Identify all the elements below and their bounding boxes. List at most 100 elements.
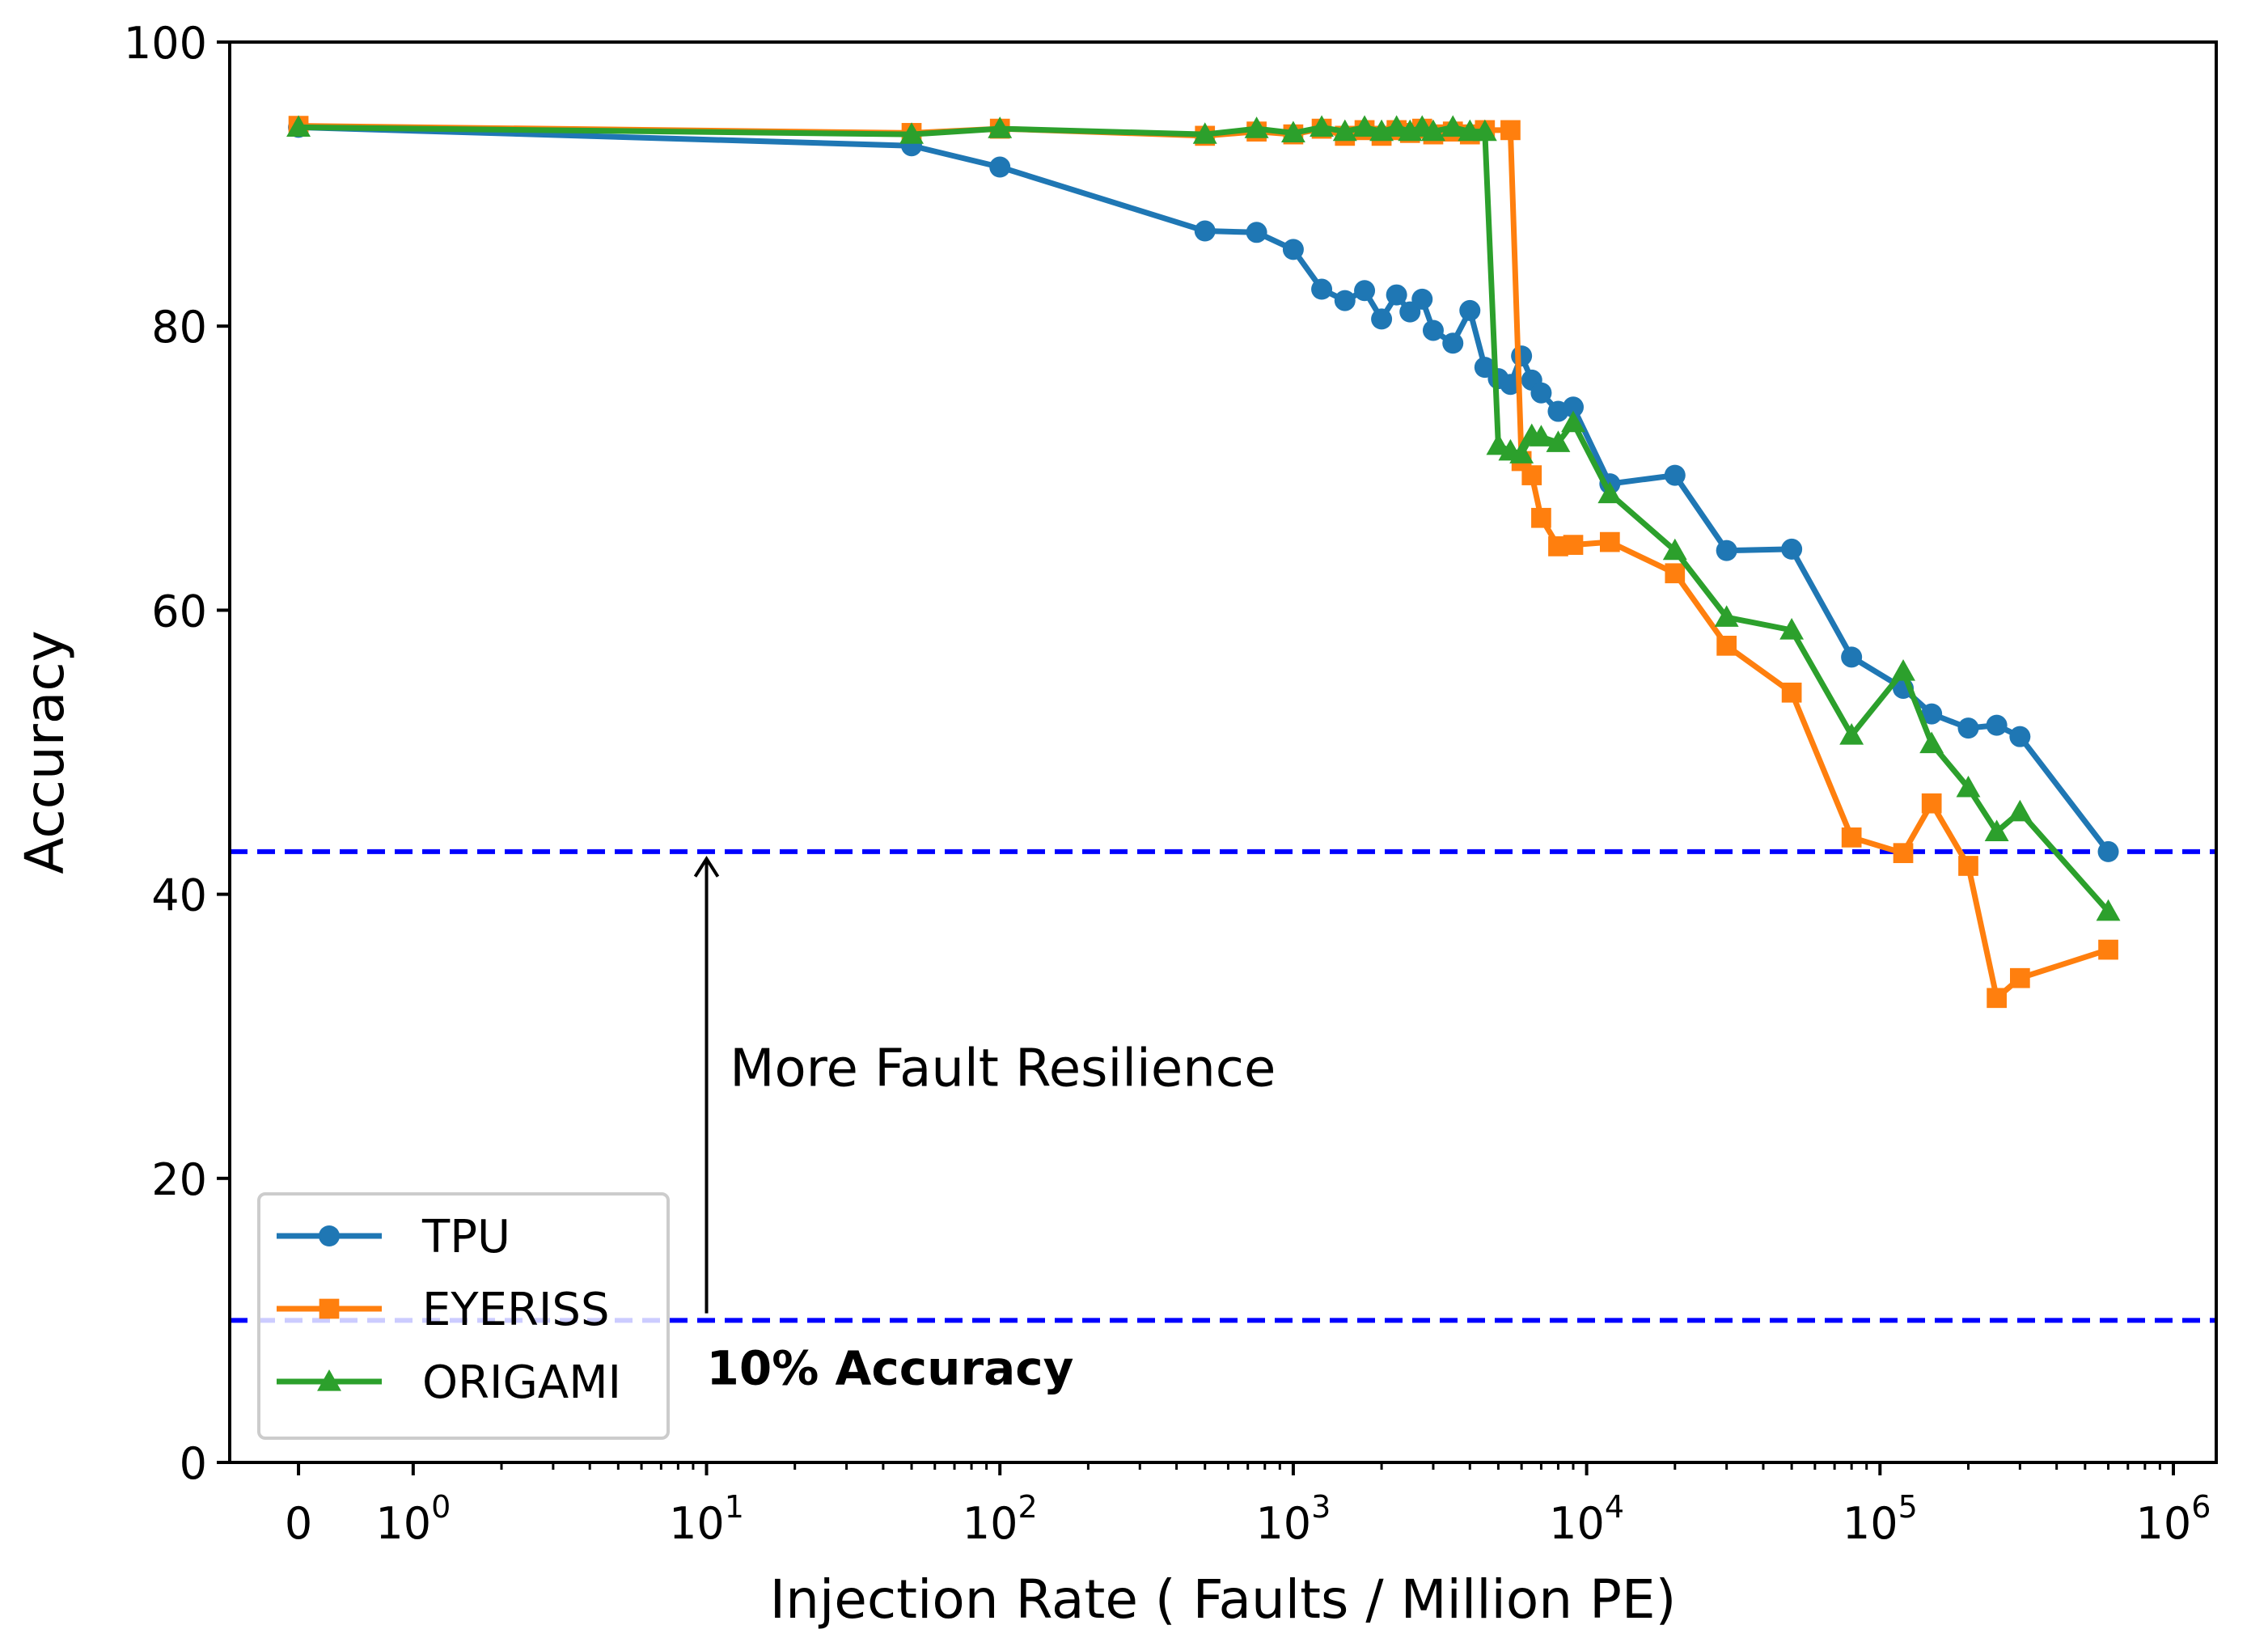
data-point-origami <box>1384 115 1409 138</box>
legend-label-eyeriss: EYERISS <box>422 1284 610 1336</box>
data-point-tpu <box>1282 239 1304 260</box>
y-tick-label: 20 <box>151 1154 207 1205</box>
data-point-tpu <box>1986 714 2008 736</box>
data-point-tpu <box>1422 320 1444 341</box>
data-point-origami <box>1779 618 1805 640</box>
x-axis-label: Injection Rate ( Faults / Million PE) <box>770 1568 1677 1631</box>
data-point-origami <box>1472 119 1497 142</box>
x-tick-base: 10 <box>2136 1498 2192 1549</box>
y-tick-label: 40 <box>151 870 207 921</box>
y-tick-label: 60 <box>151 586 207 637</box>
data-point-tpu <box>2009 726 2031 747</box>
x-tick-exponent: 1 <box>725 1489 744 1525</box>
data-point-eyeriss <box>1500 120 1521 141</box>
plot-frame <box>228 40 2218 1464</box>
data-point-tpu <box>1334 290 1356 311</box>
x-tick-label: 104 <box>1549 1489 1624 1549</box>
data-point-eyeriss <box>1841 827 1862 848</box>
data-point-origami <box>2096 899 2121 921</box>
data-point-tpu <box>1354 280 1376 302</box>
data-point-origami <box>1332 119 1357 142</box>
data-point-tpu <box>1921 703 1943 725</box>
x-tick-base: 10 <box>1549 1498 1605 1549</box>
data-point-origami <box>1509 442 1534 463</box>
data-point-eyeriss <box>2098 939 2118 960</box>
data-point-origami <box>1280 121 1305 143</box>
x-tick-exponent: 0 <box>431 1489 451 1525</box>
data-point-origami <box>1421 119 1445 142</box>
data-point-eyeriss <box>1531 507 1551 528</box>
data-point-tpu <box>1411 288 1433 310</box>
x-tick-base: 0 <box>285 1498 312 1549</box>
data-point-tpu <box>1530 382 1552 404</box>
data-series <box>286 115 2121 1009</box>
x-tick-exponent: 6 <box>2191 1489 2211 1525</box>
x-tick-base: 10 <box>669 1498 725 1549</box>
data-point-tpu <box>1246 222 1267 243</box>
data-point-origami <box>1839 722 1864 745</box>
legend-marker-eyeriss <box>319 1298 340 1319</box>
data-point-tpu <box>1459 299 1481 321</box>
data-point-origami <box>1561 410 1585 433</box>
data-point-origami <box>899 122 924 144</box>
x-tick-label: 100 <box>375 1489 451 1549</box>
data-point-origami <box>988 116 1013 138</box>
y-tick-label: 0 <box>180 1438 207 1489</box>
data-point-tpu <box>1442 332 1464 354</box>
data-point-tpu <box>1841 646 1863 668</box>
x-tick-base: 10 <box>375 1498 431 1549</box>
data-point-origami <box>1529 425 1554 446</box>
series-origami <box>286 115 2121 921</box>
data-point-eyeriss <box>1599 531 1620 552</box>
data-point-origami <box>1662 538 1687 561</box>
data-point-origami <box>1984 819 2009 841</box>
x-tick-label: 0 <box>285 1498 312 1549</box>
y-tick-label: 100 <box>124 18 207 69</box>
data-point-eyeriss <box>1781 682 1802 703</box>
data-point-tpu <box>989 156 1011 178</box>
data-point-origami <box>1310 115 1335 138</box>
legend-label-tpu: TPU <box>421 1211 510 1263</box>
data-point-tpu <box>1716 540 1737 561</box>
data-point-tpu <box>1500 374 1521 396</box>
x-tick-base: 10 <box>963 1498 1018 1549</box>
x-tick-exponent: 3 <box>1311 1489 1331 1525</box>
x-tick-label: 101 <box>669 1489 744 1549</box>
data-point-tpu <box>1511 345 1533 367</box>
data-point-eyeriss <box>2010 967 2030 988</box>
data-point-origami <box>1244 116 1269 138</box>
fault-resilience-annotation: More Fault Resilience <box>730 1039 1276 1099</box>
data-point-eyeriss <box>1563 535 1584 555</box>
ten-percent-annotation: 10% Accuracy <box>707 1340 1074 1395</box>
x-tick-exponent: 4 <box>1605 1489 1624 1525</box>
x-tick-label: 106 <box>2136 1489 2211 1549</box>
data-point-origami <box>1956 775 1981 798</box>
x-tick-exponent: 2 <box>1018 1489 1037 1525</box>
data-point-tpu <box>1386 284 1407 306</box>
legend-marker-origami <box>317 1369 341 1391</box>
data-point-eyeriss <box>1521 465 1542 485</box>
annotations: More Fault Resilience 10% Accuracy <box>693 855 1276 1395</box>
data-point-tpu <box>1664 464 1686 486</box>
data-point-origami <box>1546 430 1571 452</box>
data-point-origami <box>1891 658 1915 681</box>
data-point-origami <box>1714 605 1739 627</box>
x-tick-exponent: 5 <box>1898 1489 1918 1525</box>
data-point-eyeriss <box>1665 563 1686 584</box>
x-tick-base: 10 <box>1843 1498 1898 1549</box>
data-point-tpu <box>1563 396 1585 418</box>
data-point-tpu <box>1194 220 1216 242</box>
data-point-tpu <box>1957 717 1979 739</box>
data-point-tpu <box>1311 278 1333 300</box>
data-point-tpu <box>1371 308 1393 330</box>
data-point-eyeriss <box>1893 843 1914 864</box>
data-point-origami <box>2008 799 2033 822</box>
x-tick-label: 103 <box>1255 1489 1331 1549</box>
data-point-origami <box>1352 115 1377 138</box>
data-point-origami <box>1597 481 1623 504</box>
data-point-origami <box>1486 433 1511 455</box>
y-tick-label: 80 <box>151 302 207 353</box>
x-tick-label: 102 <box>963 1489 1038 1549</box>
